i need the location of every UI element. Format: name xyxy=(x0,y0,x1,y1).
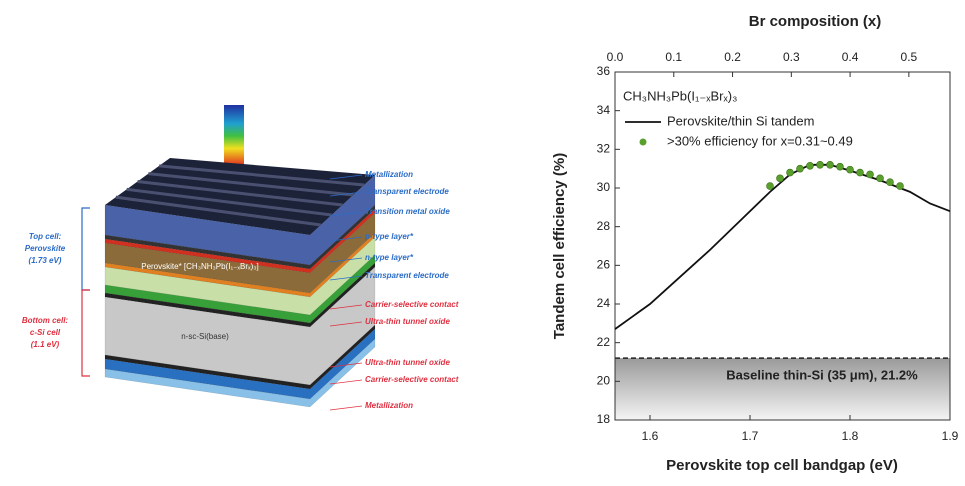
leader-line xyxy=(329,257,363,263)
perovskite-label: Perovskite* [CH₃NH₃Pb(I₁₋ₓBrₓ)₃] xyxy=(141,262,259,271)
base-label: n-sc-Si(base) xyxy=(181,332,229,341)
marker xyxy=(826,161,834,169)
plot-frame xyxy=(614,71,951,421)
leader-line xyxy=(329,379,363,385)
legend-marker xyxy=(639,138,647,146)
layer-label: Metallization xyxy=(365,401,413,410)
cell-label: c-Si cell xyxy=(30,328,61,337)
x2-tick-label: 0.4 xyxy=(842,50,859,64)
y-tick-label: 20 xyxy=(597,374,611,388)
metal-finger xyxy=(148,172,354,197)
x2-tick-label: 0.0 xyxy=(607,50,624,64)
leader-line xyxy=(329,174,363,180)
y-tick-label: 24 xyxy=(597,296,611,310)
layer-label: Ultra-thin tunnel oxide xyxy=(365,317,450,326)
y-tick-label: 26 xyxy=(597,258,611,272)
leader-line xyxy=(329,211,363,217)
x2-tick-label: 0.2 xyxy=(724,50,741,64)
y-tick-label: 36 xyxy=(597,64,611,78)
y-tick-label: 18 xyxy=(597,412,611,426)
x-tick-label: 1.8 xyxy=(842,429,859,443)
layer xyxy=(104,338,376,408)
y-tick-label: 30 xyxy=(597,180,611,194)
y-tick-label: 22 xyxy=(597,335,611,349)
cell-label: Bottom cell: xyxy=(22,316,69,325)
metal-finger xyxy=(159,164,365,187)
marker xyxy=(796,164,804,173)
x2-tick-label: 0.3 xyxy=(783,50,800,64)
marker xyxy=(776,174,784,183)
marker xyxy=(886,178,894,186)
cell-label: Perovskite xyxy=(25,244,66,253)
leader-line xyxy=(329,321,363,327)
layer-label: Transparent electrode xyxy=(365,187,449,196)
x-tick-label: 1.7 xyxy=(742,429,759,443)
y-tick-label: 32 xyxy=(597,142,611,156)
metal-finger xyxy=(115,195,322,227)
baseline-label: Baseline thin-Si (35 μm), 21.2% xyxy=(726,368,918,383)
cell-label: Top cell: xyxy=(29,232,62,241)
marker xyxy=(896,182,904,190)
x-tick-label: 1.9 xyxy=(942,429,959,443)
x2-tick-label: 0.1 xyxy=(665,50,682,64)
layer-label: Ultra-thin tunnel oxide xyxy=(365,358,450,367)
cell-label: (1.73 eV) xyxy=(29,256,62,265)
baseline-area xyxy=(615,358,950,420)
bracket xyxy=(81,289,90,377)
metal-finger xyxy=(137,180,343,207)
legend-title: CH₃NH₃Pb(I₁₋ₓBrₓ)₃ xyxy=(623,88,737,103)
legend-label: >30% efficiency for x=0.31~0.49 xyxy=(667,133,853,148)
marker xyxy=(786,168,794,177)
layer-label: Carrier-selective contact xyxy=(365,300,459,309)
marker xyxy=(816,161,824,169)
leader-line xyxy=(329,191,363,197)
layer-label: n-type layer* xyxy=(365,253,414,262)
cell-label: (1.1 eV) xyxy=(31,340,60,349)
marker xyxy=(866,170,874,179)
leader-line xyxy=(329,405,363,411)
layer-label: Transparent electrode xyxy=(365,271,449,280)
x-axis-title: Perovskite top cell bandgap (eV) xyxy=(666,457,898,474)
top-axis-title: Br composition (x) xyxy=(749,13,882,30)
marker xyxy=(876,174,884,183)
layer-label: Transition metal oxide xyxy=(365,207,450,216)
marker xyxy=(856,168,864,177)
metal-finger xyxy=(126,187,332,217)
marker xyxy=(766,182,774,190)
x2-tick-label: 0.5 xyxy=(901,50,918,64)
marker xyxy=(806,161,814,170)
layer-label: Carrier-selective contact xyxy=(365,375,459,384)
light-arrow xyxy=(224,105,244,167)
y-tick-label: 34 xyxy=(597,103,611,117)
leader-line xyxy=(329,304,363,310)
bracket xyxy=(81,207,90,291)
marker xyxy=(846,165,854,174)
leader-line xyxy=(329,275,363,281)
leader-line xyxy=(329,236,363,242)
y-tick-label: 28 xyxy=(597,219,611,233)
x-tick-label: 1.6 xyxy=(642,429,659,443)
layer-label: Metallization xyxy=(365,170,413,179)
y-axis-title: Tandem cell efficiency (%) xyxy=(551,153,568,339)
leader-line xyxy=(329,362,363,368)
solar-cell-diagram: Perovskite* [CH₃NH₃Pb(I₁₋ₓBrₓ)₃] n-sc-Si(… xyxy=(22,105,459,411)
legend-label: Perovskite/thin Si tandem xyxy=(667,113,814,128)
marker xyxy=(836,162,844,171)
layer-label: p-type layer* xyxy=(364,232,414,241)
